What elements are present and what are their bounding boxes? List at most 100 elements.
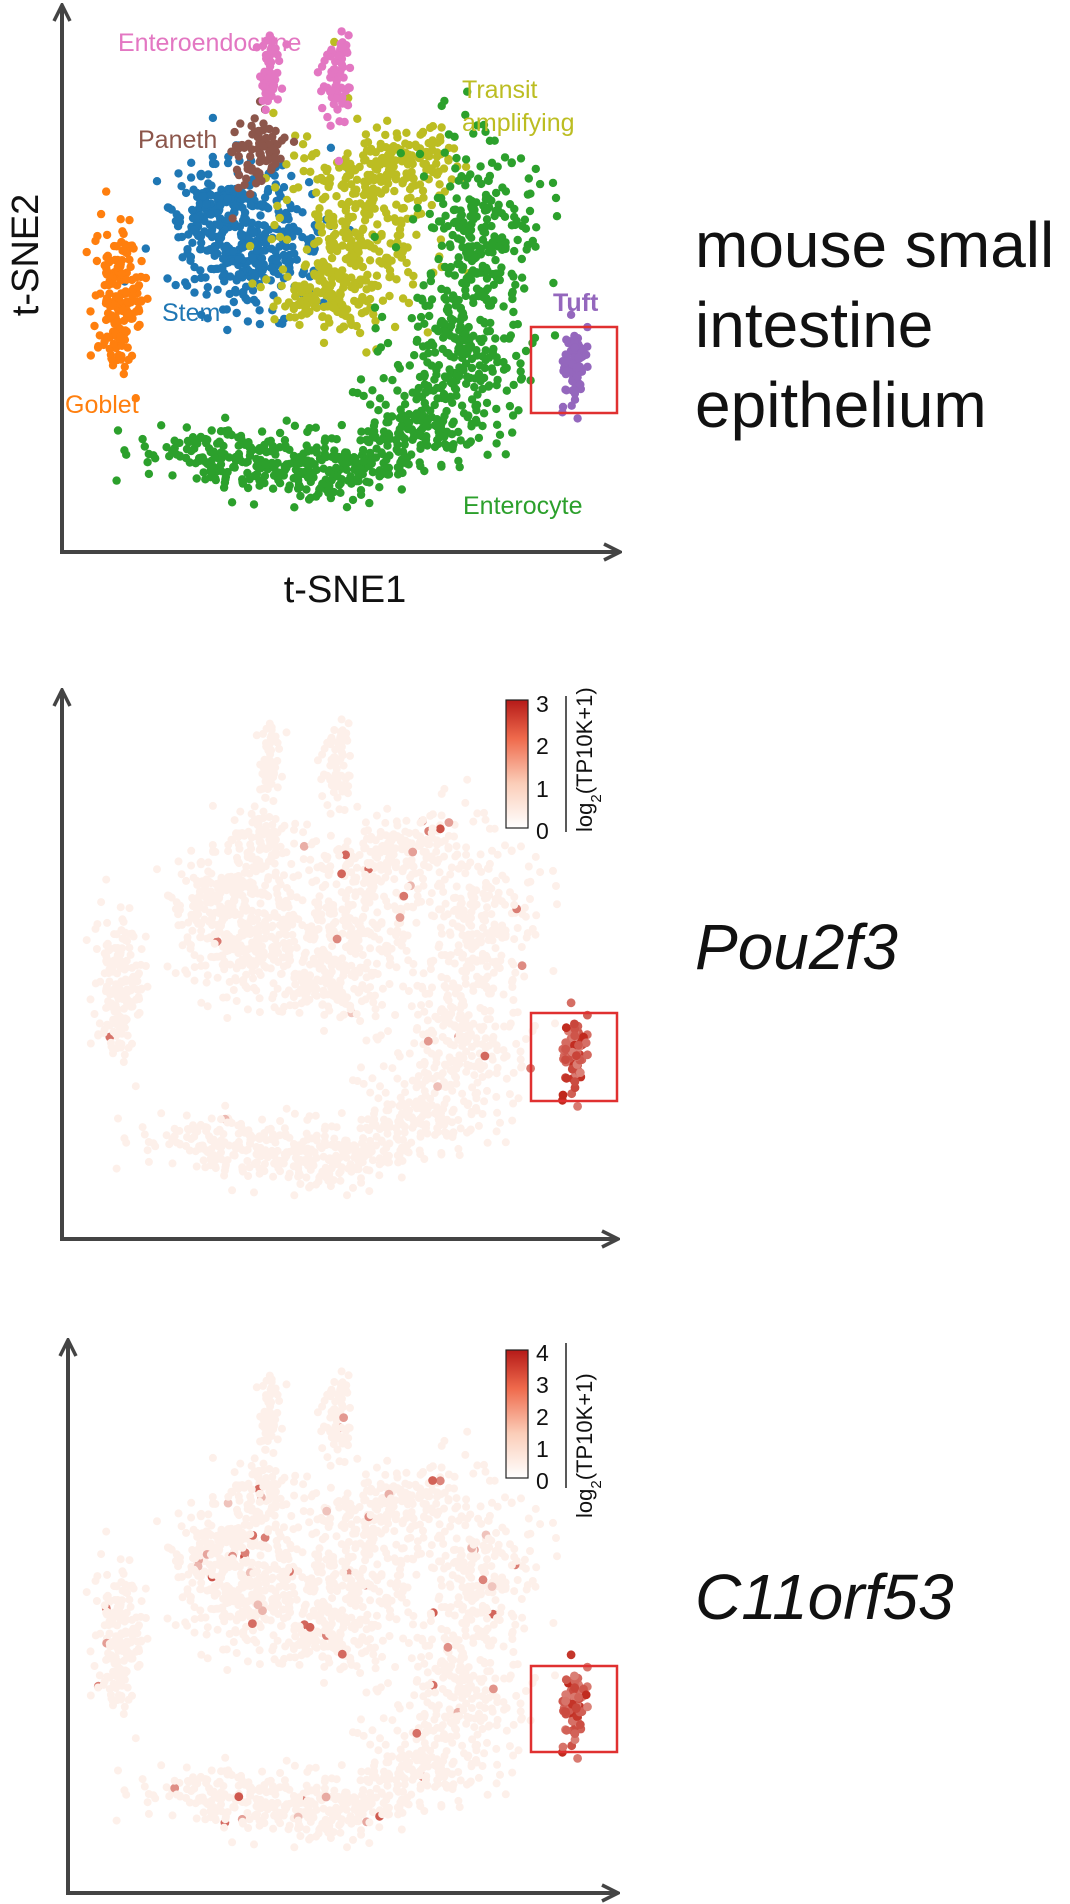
cell-point	[402, 459, 412, 468]
cell-point	[448, 377, 457, 386]
cell-point	[318, 103, 327, 113]
cell-point	[282, 242, 291, 252]
cell-point	[246, 152, 255, 161]
cell-point	[488, 367, 497, 376]
cell-point	[258, 1115, 267, 1124]
cell-point	[289, 301, 298, 311]
cell-point	[425, 897, 434, 906]
cell-point	[469, 129, 478, 138]
cell-point	[269, 770, 278, 779]
cell-point	[419, 847, 428, 856]
cell-point	[396, 1146, 405, 1155]
cell-point	[251, 961, 260, 969]
cell-point	[114, 350, 124, 360]
cell-point	[243, 1657, 252, 1666]
cell-point	[444, 130, 454, 139]
cell-point	[452, 842, 461, 851]
cell-point	[402, 258, 411, 268]
cell-point	[403, 902, 412, 911]
cell-point	[562, 335, 571, 344]
cell-point	[260, 1129, 269, 1137]
cell-point	[289, 151, 299, 160]
cell-point	[177, 182, 186, 191]
cell-point	[192, 1162, 201, 1171]
cell-point	[249, 500, 259, 509]
cell-point	[319, 954, 328, 963]
cell-point	[479, 1022, 488, 1031]
cell-point	[381, 400, 390, 409]
cell-point	[203, 971, 212, 980]
cell-point	[437, 973, 446, 981]
cell-point	[331, 229, 340, 239]
cell-point	[472, 418, 481, 427]
cell-point	[432, 370, 441, 379]
cell-point	[377, 312, 387, 322]
cell-point	[344, 886, 353, 894]
cell-point	[102, 268, 111, 278]
cell-point	[163, 203, 173, 212]
cell-point	[521, 224, 531, 233]
cell-point	[141, 273, 151, 283]
cell-point	[387, 850, 396, 859]
cell-point	[177, 870, 186, 879]
cell-point	[229, 246, 238, 256]
cell-point	[325, 481, 334, 490]
cell-point	[207, 879, 215, 888]
cell-point	[322, 855, 331, 864]
cell-point	[302, 1173, 311, 1182]
cell-point	[201, 475, 210, 484]
cell-point	[391, 175, 401, 184]
cell-point	[107, 311, 116, 320]
cell-point	[492, 876, 501, 885]
cell-point	[330, 753, 339, 762]
cell-point	[423, 341, 433, 350]
cell-point	[238, 829, 246, 838]
cell-point	[489, 344, 498, 354]
cell-point	[476, 1065, 485, 1073]
cell-point	[450, 959, 459, 968]
cell-point	[374, 1094, 383, 1103]
cell-point	[344, 719, 353, 728]
cell-point	[97, 898, 106, 907]
cell-point	[396, 149, 405, 158]
cell-point	[191, 214, 200, 223]
cell-point	[248, 967, 257, 976]
cell-point	[419, 881, 428, 890]
cell-point	[509, 996, 518, 1004]
cell-point	[493, 242, 503, 251]
cell-point	[570, 389, 580, 398]
cell-point	[421, 1076, 430, 1085]
cell-point	[436, 136, 445, 145]
cell-point	[323, 801, 332, 810]
cell-point	[289, 137, 299, 146]
cell-point	[496, 956, 505, 965]
cell-point	[445, 240, 455, 249]
cell-point	[269, 1172, 278, 1181]
cell-point	[427, 164, 436, 173]
cell-point	[426, 965, 435, 974]
cell-point	[474, 1121, 483, 1130]
cell-point	[341, 162, 350, 171]
cell-point	[312, 303, 321, 312]
cell-point	[431, 1036, 439, 1045]
cell-point	[441, 951, 449, 959]
cell-point	[211, 474, 220, 483]
cell-point	[377, 449, 387, 459]
cell-point	[276, 921, 284, 929]
cell-point	[223, 1666, 232, 1674]
cell-point	[163, 1614, 172, 1623]
cell-point	[481, 815, 490, 824]
cell-point	[369, 892, 377, 901]
cell-point	[346, 317, 355, 326]
cell-point	[258, 41, 268, 51]
cell-point	[386, 271, 395, 280]
cell-point	[246, 201, 255, 210]
cell-point	[257, 254, 267, 263]
cell-point	[408, 870, 417, 879]
cell-point	[131, 394, 140, 403]
cell-point	[351, 228, 360, 237]
cell-point	[462, 379, 471, 388]
cell-point	[337, 420, 346, 430]
cell-point	[353, 114, 362, 124]
cell-point	[480, 206, 490, 215]
